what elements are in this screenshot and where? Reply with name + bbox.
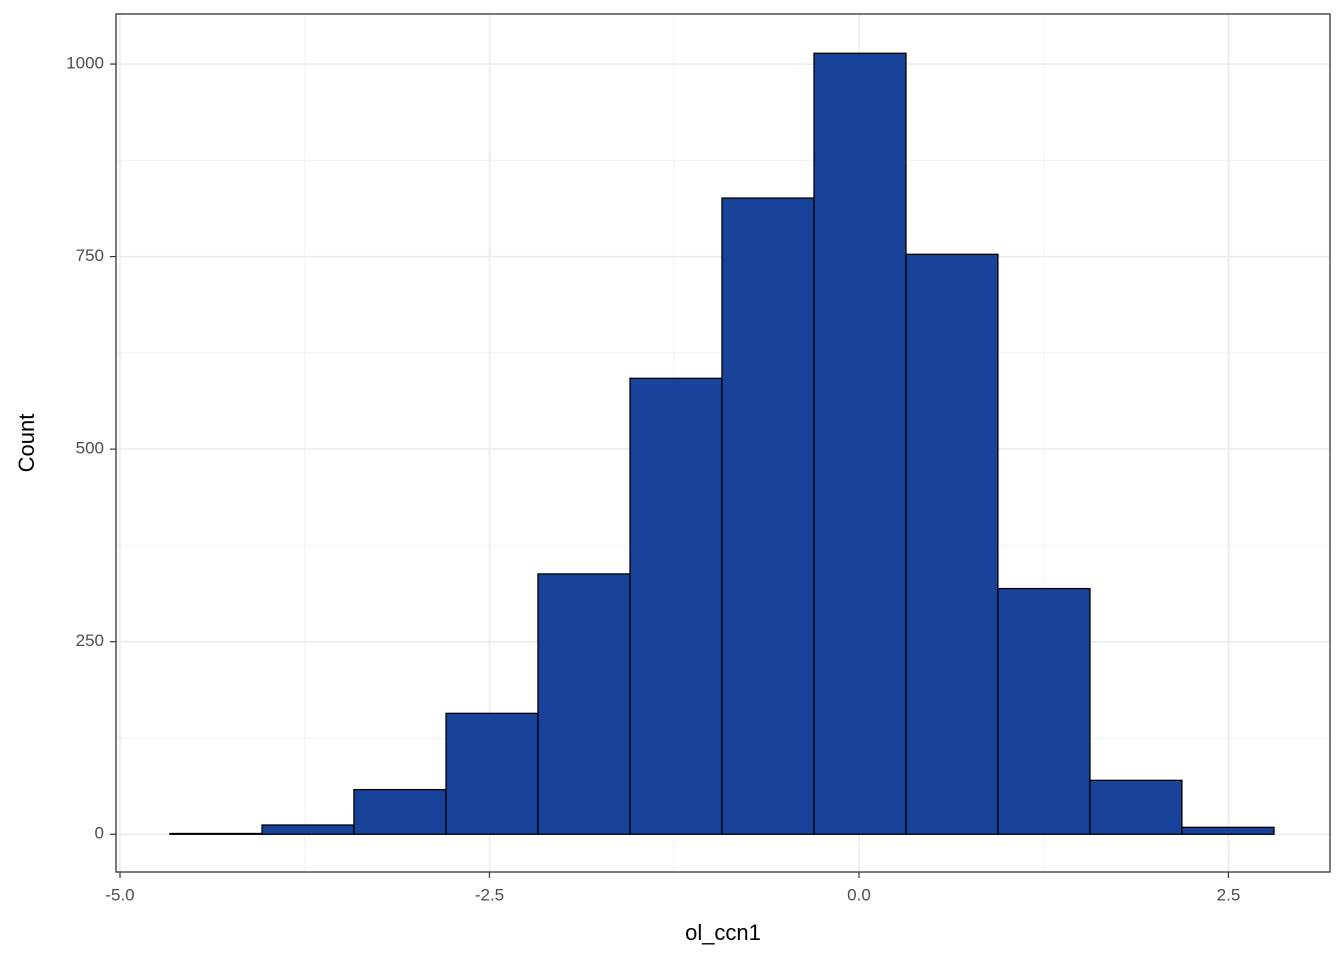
bar	[261, 824, 355, 835]
y-tick-label: 250	[76, 631, 104, 650]
y-tick-label: 1000	[66, 54, 104, 73]
bar	[1089, 779, 1183, 835]
bar	[813, 52, 907, 835]
x-axis-title: ol_ccn1	[685, 920, 761, 945]
y-tick-label: 750	[76, 246, 104, 265]
bar	[537, 573, 631, 835]
bar	[721, 197, 815, 835]
bar	[353, 788, 447, 835]
bar	[997, 587, 1091, 835]
bar	[1181, 826, 1275, 835]
x-tick-label: -2.5	[475, 885, 504, 904]
y-tick-label: 0	[95, 824, 104, 843]
bar	[629, 377, 723, 835]
bar	[905, 253, 999, 835]
plot-border	[115, 13, 1331, 873]
x-tick-label: 0.0	[847, 885, 871, 904]
bar	[169, 832, 263, 835]
y-axis-title: Count	[14, 414, 39, 473]
bar	[445, 712, 539, 835]
y-tick-label: 500	[76, 439, 104, 458]
x-tick-label: -5.0	[105, 885, 134, 904]
x-tick-label: 2.5	[1217, 885, 1241, 904]
